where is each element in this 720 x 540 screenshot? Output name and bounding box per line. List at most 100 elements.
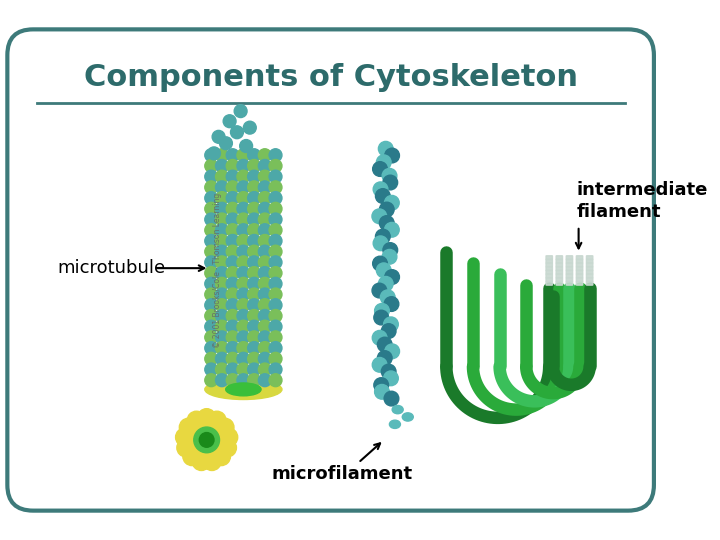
Circle shape: [226, 159, 239, 172]
Circle shape: [384, 148, 400, 163]
FancyBboxPatch shape: [566, 281, 572, 285]
Circle shape: [226, 299, 239, 312]
Circle shape: [237, 170, 250, 183]
Circle shape: [383, 242, 397, 258]
Circle shape: [204, 234, 217, 247]
Circle shape: [269, 331, 282, 344]
Circle shape: [226, 309, 239, 322]
Circle shape: [248, 170, 261, 183]
Circle shape: [269, 320, 282, 333]
Circle shape: [258, 256, 271, 269]
Text: intermediate
filament: intermediate filament: [577, 181, 708, 221]
Circle shape: [226, 192, 239, 205]
Circle shape: [226, 224, 239, 237]
Circle shape: [248, 320, 261, 333]
Circle shape: [237, 245, 250, 258]
Text: Components of Cytoskeleton: Components of Cytoskeleton: [84, 63, 577, 92]
FancyBboxPatch shape: [576, 259, 582, 263]
Circle shape: [373, 182, 388, 197]
FancyBboxPatch shape: [556, 256, 562, 259]
Circle shape: [382, 323, 396, 339]
Circle shape: [215, 374, 228, 387]
Circle shape: [248, 148, 261, 161]
Circle shape: [237, 342, 250, 354]
Ellipse shape: [207, 411, 226, 430]
Circle shape: [269, 213, 282, 226]
Text: © 2001 Brooks/Cole - Thomson Learning: © 2001 Brooks/Cole - Thomson Learning: [213, 192, 222, 348]
Circle shape: [204, 299, 217, 312]
Circle shape: [258, 245, 271, 258]
Circle shape: [269, 299, 282, 312]
Circle shape: [258, 148, 271, 161]
Circle shape: [204, 309, 217, 322]
FancyBboxPatch shape: [7, 29, 654, 511]
FancyBboxPatch shape: [546, 278, 552, 281]
Circle shape: [204, 374, 217, 387]
Circle shape: [215, 278, 228, 290]
Ellipse shape: [402, 413, 413, 421]
Circle shape: [269, 353, 282, 365]
Circle shape: [384, 296, 399, 312]
Circle shape: [248, 363, 261, 376]
Circle shape: [243, 121, 256, 134]
FancyBboxPatch shape: [556, 263, 562, 267]
Circle shape: [204, 159, 217, 172]
Circle shape: [204, 213, 217, 226]
FancyBboxPatch shape: [566, 263, 572, 267]
Circle shape: [215, 288, 228, 301]
Circle shape: [379, 141, 393, 156]
FancyBboxPatch shape: [566, 278, 572, 281]
Circle shape: [269, 374, 282, 387]
Circle shape: [204, 267, 217, 280]
Circle shape: [269, 159, 282, 172]
Circle shape: [374, 310, 389, 325]
FancyBboxPatch shape: [576, 281, 582, 285]
Circle shape: [237, 288, 250, 301]
Circle shape: [258, 342, 271, 354]
Circle shape: [237, 331, 250, 344]
Circle shape: [237, 234, 250, 247]
Circle shape: [379, 202, 394, 217]
Circle shape: [374, 384, 390, 399]
Circle shape: [269, 363, 282, 376]
Circle shape: [373, 236, 388, 251]
Circle shape: [258, 192, 271, 205]
Circle shape: [204, 256, 217, 269]
Circle shape: [226, 320, 239, 333]
FancyBboxPatch shape: [546, 267, 552, 271]
Circle shape: [226, 342, 239, 354]
FancyBboxPatch shape: [576, 274, 582, 278]
Circle shape: [372, 283, 387, 298]
Circle shape: [223, 115, 236, 127]
Circle shape: [237, 320, 250, 333]
Circle shape: [215, 267, 228, 280]
Circle shape: [382, 168, 397, 183]
Circle shape: [234, 105, 247, 118]
Circle shape: [248, 213, 261, 226]
FancyBboxPatch shape: [556, 267, 562, 271]
Circle shape: [248, 288, 261, 301]
Circle shape: [220, 137, 233, 150]
Circle shape: [258, 213, 271, 226]
FancyBboxPatch shape: [576, 267, 582, 271]
Circle shape: [215, 363, 228, 376]
Circle shape: [258, 320, 271, 333]
Circle shape: [258, 234, 271, 247]
FancyBboxPatch shape: [546, 281, 552, 285]
Circle shape: [372, 330, 387, 345]
Text: microtubule: microtubule: [57, 259, 165, 277]
FancyBboxPatch shape: [556, 271, 562, 274]
Circle shape: [226, 148, 239, 161]
Circle shape: [372, 357, 387, 372]
Circle shape: [204, 331, 217, 344]
FancyBboxPatch shape: [586, 256, 593, 259]
Circle shape: [204, 245, 217, 258]
Circle shape: [215, 159, 228, 172]
Circle shape: [230, 126, 243, 139]
Circle shape: [384, 392, 399, 406]
Circle shape: [372, 209, 387, 224]
Circle shape: [258, 278, 271, 290]
Circle shape: [269, 148, 282, 161]
Circle shape: [373, 161, 387, 177]
Circle shape: [269, 309, 282, 322]
